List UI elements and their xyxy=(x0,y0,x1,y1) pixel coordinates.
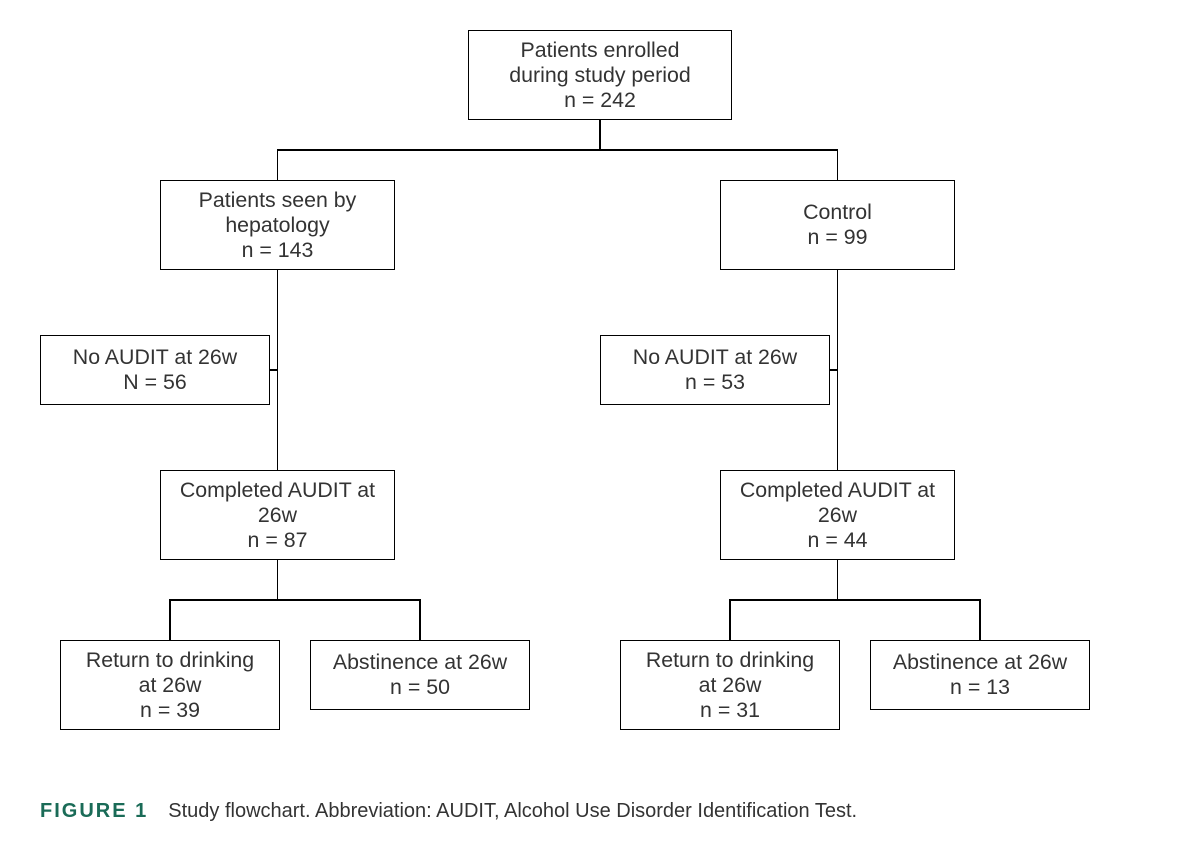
edge-segment xyxy=(277,150,279,180)
edge-segment xyxy=(169,599,421,601)
edge-segment xyxy=(837,560,839,600)
node-abstinence_h: Abstinence at 26wn = 50 xyxy=(310,640,530,710)
node-no_audit_c: No AUDIT at 26wn = 53 xyxy=(600,335,830,405)
node-line: at 26w xyxy=(699,673,762,698)
figure-caption-text: Study flowchart. Abbreviation: AUDIT, Al… xyxy=(168,800,857,822)
node-completed_h: Completed AUDIT at26wn = 87 xyxy=(160,470,395,560)
edge-segment xyxy=(729,599,981,601)
node-line: n = 13 xyxy=(950,675,1010,700)
edge-segment xyxy=(169,600,171,640)
edge-segment xyxy=(599,120,601,150)
node-line: No AUDIT at 26w xyxy=(633,345,797,370)
node-line: n = 50 xyxy=(390,675,450,700)
node-line: n = 53 xyxy=(685,370,745,395)
node-line: 26w xyxy=(818,503,857,528)
node-line: n = 143 xyxy=(242,238,314,263)
edge-segment xyxy=(837,270,839,470)
node-line: No AUDIT at 26w xyxy=(73,345,237,370)
node-line: Patients enrolled xyxy=(521,38,680,63)
edge-segment xyxy=(729,600,731,640)
node-line: at 26w xyxy=(139,673,202,698)
node-line: Patients seen by xyxy=(199,188,357,213)
node-line: N = 56 xyxy=(123,370,186,395)
node-line: hepatology xyxy=(225,213,329,238)
edge-segment xyxy=(277,149,839,151)
node-completed_c: Completed AUDIT at26wn = 44 xyxy=(720,470,955,560)
node-hepatology: Patients seen byhepatologyn = 143 xyxy=(160,180,395,270)
node-line: 26w xyxy=(258,503,297,528)
edge-segment xyxy=(837,150,839,180)
node-line: n = 87 xyxy=(248,528,308,553)
node-line: n = 31 xyxy=(700,698,760,723)
node-line: Control xyxy=(803,200,872,225)
node-abstinence_c: Abstinence at 26wn = 13 xyxy=(870,640,1090,710)
node-line: n = 242 xyxy=(564,88,636,113)
node-line: n = 99 xyxy=(808,225,868,250)
node-enrolled: Patients enrolledduring study periodn = … xyxy=(468,30,732,120)
node-line: n = 44 xyxy=(808,528,868,553)
node-line: Return to drinking xyxy=(86,648,254,673)
edge-segment xyxy=(277,560,279,600)
node-line: n = 39 xyxy=(140,698,200,723)
node-line: during study period xyxy=(509,63,690,88)
node-line: Abstinence at 26w xyxy=(333,650,507,675)
edge-segment xyxy=(277,270,279,470)
spacer xyxy=(148,800,168,822)
edge-segment xyxy=(419,600,421,640)
node-line: Abstinence at 26w xyxy=(893,650,1067,675)
figure-caption: FIGURE 1 Study flowchart. Abbreviation: … xyxy=(40,800,857,823)
node-line: Return to drinking xyxy=(646,648,814,673)
node-line: Completed AUDIT at xyxy=(180,478,375,503)
flowchart-stage: Patients enrolledduring study periodn = … xyxy=(0,0,1200,857)
node-control: Controln = 99 xyxy=(720,180,955,270)
node-no_audit_h: No AUDIT at 26wN = 56 xyxy=(40,335,270,405)
figure-caption-label: FIGURE 1 xyxy=(40,800,148,822)
node-return_drink_h: Return to drinkingat 26wn = 39 xyxy=(60,640,280,730)
node-return_drink_c: Return to drinkingat 26wn = 31 xyxy=(620,640,840,730)
node-line: Completed AUDIT at xyxy=(740,478,935,503)
edge-segment xyxy=(979,600,981,640)
